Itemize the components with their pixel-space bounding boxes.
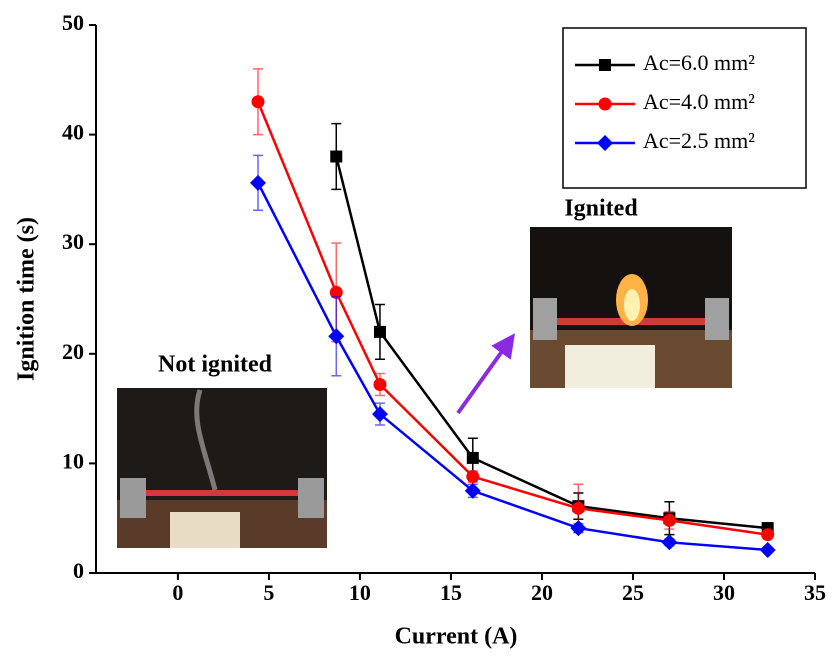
marker [252,95,265,108]
x-tick-label: 5 [263,580,274,605]
x-axis-title: Current (A) [395,624,518,650]
x-tick-label: 20 [531,580,553,605]
x-tick-label: 15 [440,580,462,605]
marker [328,328,344,344]
marker [330,151,342,163]
y-tick-label: 10 [62,448,84,473]
x-tick-label: 0 [172,580,183,605]
y-tick-label: 20 [62,339,84,364]
y-tick-label: 0 [73,558,84,583]
y-tick-label: 30 [62,229,84,254]
marker [570,520,586,536]
photo-ignited [530,227,732,388]
y-tick-label: 40 [62,120,84,145]
legend-marker [599,98,612,111]
marker [761,528,774,541]
arrow [458,343,508,413]
marker [572,502,585,515]
legend-label: Ac=6.0 mm² [643,50,755,75]
marker [250,175,266,191]
legend-label: Ac=4.0 mm² [643,89,755,114]
y-axis-title: Ignition time (s) [14,217,40,381]
marker [373,378,386,391]
x-tick-label: 25 [622,580,644,605]
legend-label: Ac=2.5 mm² [643,128,755,153]
chart: Not ignited Ignited Current (A) Ignition… [0,0,839,656]
y-tick-label: 50 [62,10,84,35]
marker [467,452,479,464]
x-tick-label: 30 [713,580,735,605]
x-tick-label: 10 [349,580,371,605]
photo-not-ignited [117,388,327,548]
annotation: Not ignited [158,352,273,378]
annotation: Ignited [564,196,638,222]
marker [374,326,386,338]
marker [760,542,776,558]
legend-marker [599,59,611,71]
marker [466,470,479,483]
x-tick-label: 35 [804,580,826,605]
marker [663,514,676,527]
marker [661,534,677,550]
